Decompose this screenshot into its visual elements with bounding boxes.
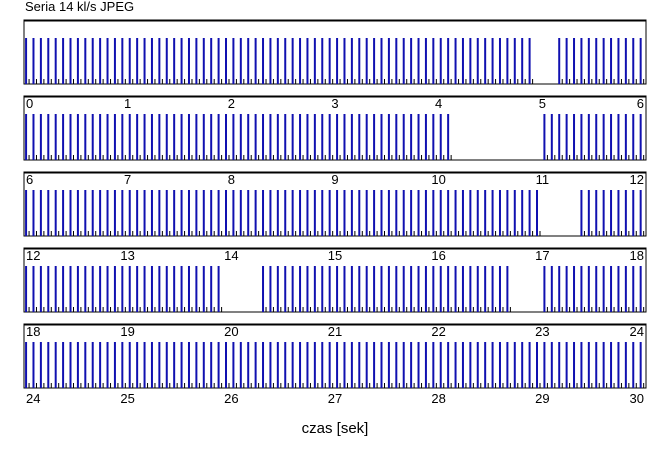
panel-frame	[23, 19, 647, 85]
x-axis-label: czas [sek]	[301, 420, 369, 437]
tick-label: 17	[535, 248, 549, 263]
tick-label: 12	[630, 172, 644, 187]
panel-frame	[23, 171, 647, 237]
panel-frame	[23, 95, 647, 161]
tick-label: 1	[124, 96, 131, 111]
chart-title: Seria 14 kl/s JPEG	[25, 0, 135, 14]
tick-label: 12	[26, 248, 40, 263]
tick-label: 21	[328, 324, 342, 339]
tick-label: 26	[224, 391, 238, 406]
tick-label: 0	[26, 96, 33, 111]
tick-label: 19	[120, 324, 134, 339]
tick-label: 8	[228, 172, 235, 187]
tick-label: 24	[26, 391, 40, 406]
tick-label: 7	[124, 172, 131, 187]
tick-label: 5	[539, 96, 546, 111]
tick-label: 13	[120, 248, 134, 263]
tick-label: 15	[328, 248, 342, 263]
panel-frame	[23, 323, 647, 389]
tick-label: 30	[630, 391, 644, 406]
tick-label: 27	[328, 391, 342, 406]
tick-label: 24	[630, 324, 644, 339]
tick-label: 25	[120, 391, 134, 406]
tick-label: 18	[630, 248, 644, 263]
tick-label: 14	[224, 248, 238, 263]
tick-label: 11	[536, 172, 550, 187]
panel-frame	[23, 247, 647, 313]
tick-label: 2	[228, 96, 235, 111]
tick-label: 4	[435, 96, 442, 111]
tick-label: 23	[535, 324, 549, 339]
tick-label: 6	[26, 172, 33, 187]
tick-label: 29	[535, 391, 549, 406]
tick-label: 3	[331, 96, 338, 111]
tick-label: 22	[431, 324, 445, 339]
tick-label: 10	[431, 172, 445, 187]
tick-label: 20	[224, 324, 238, 339]
tick-label: 28	[431, 391, 445, 406]
tick-label: 9	[331, 172, 338, 187]
tick-label: 6	[637, 96, 644, 111]
tick-label: 16	[431, 248, 445, 263]
tick-label: 18	[26, 324, 40, 339]
